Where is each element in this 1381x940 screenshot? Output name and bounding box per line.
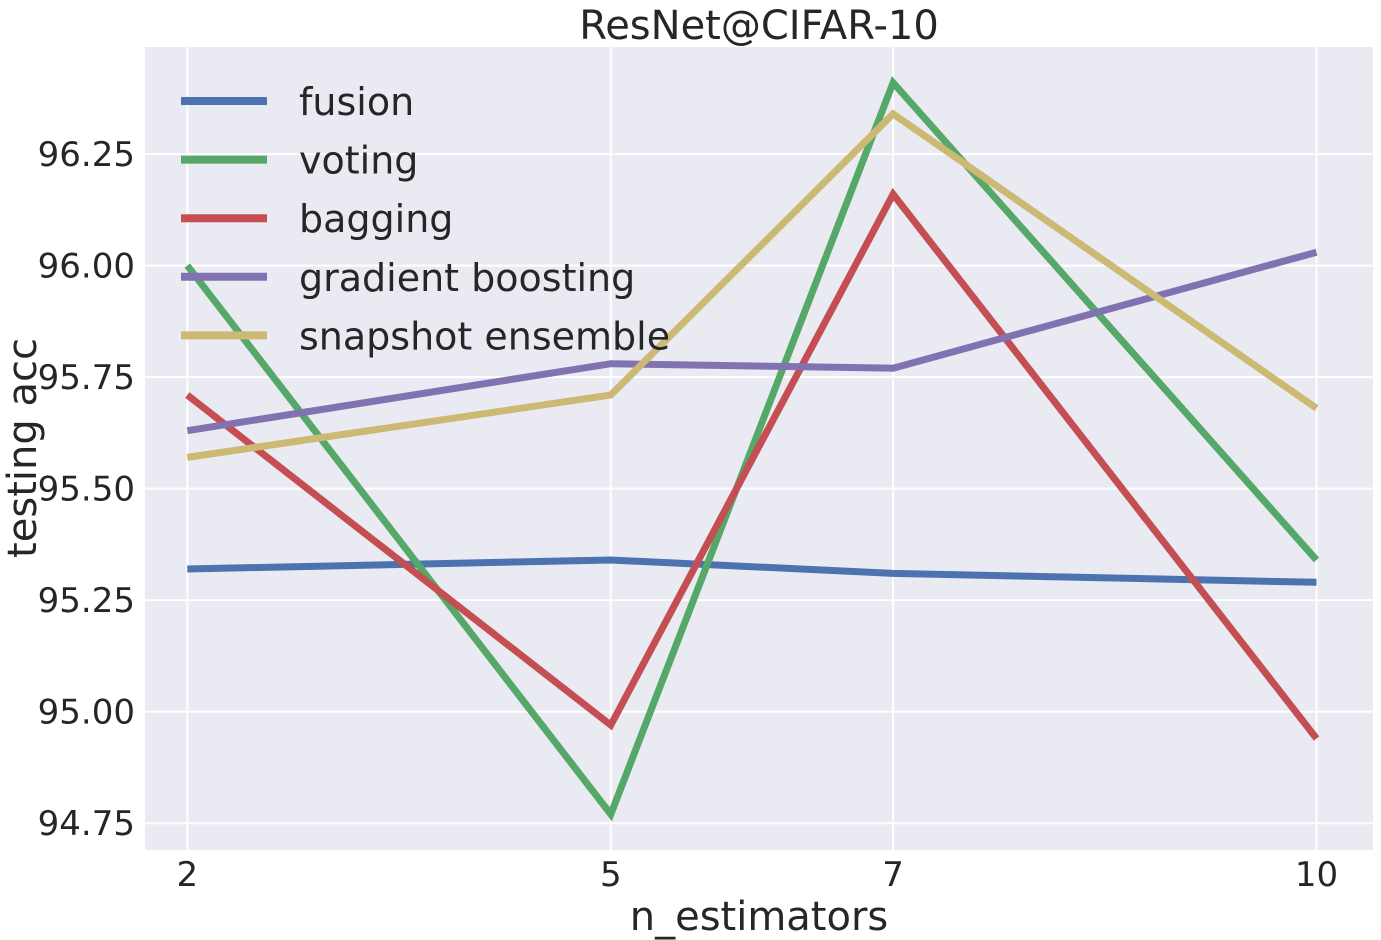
- y-axis-label: testing acc: [0, 338, 46, 558]
- y-tick-label: 95.50: [38, 470, 135, 510]
- x-tick-labels: 2 5 7 10: [177, 855, 1339, 895]
- x-tick-label: 10: [1295, 855, 1338, 895]
- series-line-bagging: [185, 187, 1320, 741]
- y-tick-label: 95.25: [38, 581, 135, 621]
- legend: fusion voting bagging gradient boosting snap…: [181, 80, 670, 358]
- legend-label: voting: [299, 139, 418, 183]
- series-lines: [184, 76, 1320, 822]
- chart-title: ResNet@CIFAR-10: [579, 3, 939, 49]
- x-tick-label: 5: [600, 855, 622, 895]
- y-tick-label: 96.00: [38, 247, 135, 287]
- legend-label: bagging: [299, 197, 453, 241]
- y-tick-label: 96.25: [38, 135, 135, 175]
- series-line-voting: [184, 76, 1320, 822]
- y-tick-labels: 94.75 95.00 95.25 95.50 95.75 96.00 96.25: [38, 135, 135, 844]
- y-tick-label: 95.00: [38, 693, 135, 733]
- legend-label: snapshot ensemble: [299, 314, 670, 358]
- series-line-fusion: [187, 556, 1317, 586]
- x-axis-label: n_estimators: [630, 894, 889, 940]
- y-tick-label: 95.75: [38, 358, 135, 398]
- legend-label: fusion: [299, 80, 414, 124]
- x-tick-label: 7: [882, 855, 904, 895]
- series-line-snapshot-ensemble: [186, 109, 1319, 461]
- grid-lines: [145, 47, 1373, 850]
- legend-label: gradient boosting: [299, 256, 635, 300]
- x-tick-label: 2: [177, 855, 199, 895]
- y-tick-label: 94.75: [38, 804, 135, 844]
- series-line-gradient-boosting: [186, 248, 1318, 435]
